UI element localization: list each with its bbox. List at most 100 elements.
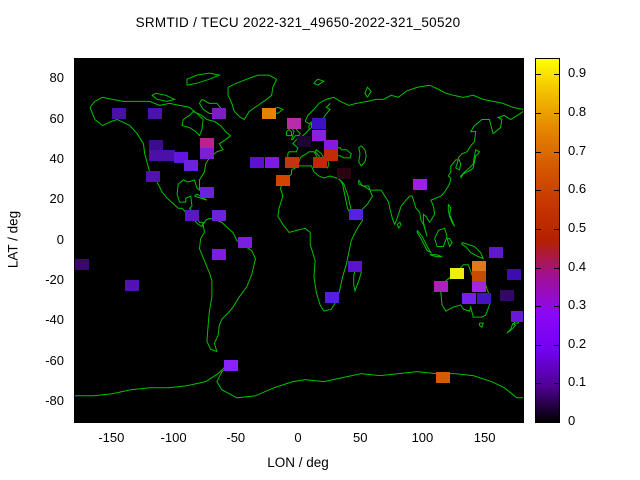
data-cell <box>199 186 214 198</box>
colorbar-tick-mark <box>554 151 559 153</box>
colorbar-tick-label: 0.2 <box>568 335 587 351</box>
data-cell <box>450 268 465 280</box>
colorbar-tick-mark <box>536 113 541 115</box>
colorbar-tick-label: 0.7 <box>568 142 587 158</box>
y-tick-label: -40 <box>45 312 64 328</box>
data-cell <box>224 360 239 372</box>
colorbar-tick-mark <box>554 344 559 346</box>
data-cell <box>472 271 487 283</box>
y-tick-label: 0 <box>56 231 64 247</box>
x-tick-label: 50 <box>352 430 368 445</box>
colorbar-tick-mark <box>536 74 541 76</box>
data-cell <box>324 150 339 162</box>
colorbar-tick-label: 0 <box>568 413 576 428</box>
colorbar-tick-mark <box>554 113 559 115</box>
data-cell <box>507 269 522 281</box>
data-cell <box>184 209 199 221</box>
y-tick-label: 60 <box>49 110 64 126</box>
x-tick-label: 100 <box>411 430 434 445</box>
x-tick-label: -100 <box>160 430 187 445</box>
coastline <box>397 222 401 228</box>
coastline <box>448 204 454 226</box>
colorbar-tick-label: 0.6 <box>568 181 587 197</box>
coastline <box>479 323 483 327</box>
colorbar-tick-mark <box>554 74 559 76</box>
coastline <box>461 150 480 178</box>
colorbar-tick-mark <box>554 228 559 230</box>
data-cell <box>212 249 227 261</box>
data-cell <box>472 261 487 273</box>
data-cell <box>476 293 491 305</box>
data-cell <box>275 174 290 186</box>
colorbar-tick-mark <box>536 190 541 192</box>
data-cell <box>262 107 277 119</box>
y-tick-label: 20 <box>49 191 64 207</box>
data-cell <box>436 372 451 384</box>
colorbar-tick-label: 0.1 <box>568 374 587 390</box>
data-cell <box>212 107 227 119</box>
data-cell <box>75 259 90 271</box>
y-tick-label: 80 <box>49 70 64 86</box>
colorbar-tick-label: 0.4 <box>568 258 587 274</box>
data-cell <box>173 152 188 164</box>
data-cell <box>147 107 162 119</box>
data-cell <box>148 140 163 152</box>
data-cell <box>311 130 326 142</box>
coastline <box>152 93 174 101</box>
coastline <box>278 166 363 311</box>
colorbar-tick-mark <box>554 190 559 192</box>
x-tick-label: 0 <box>294 430 302 445</box>
coastline <box>75 368 523 398</box>
colorbar-tick-label: 0.8 <box>568 104 587 120</box>
data-cell <box>249 157 264 169</box>
data-cell <box>348 208 363 220</box>
x-axis-label: LON / deg <box>267 455 329 470</box>
colorbar-tick-mark <box>536 151 541 153</box>
colorbar-tick-label: 0.9 <box>568 65 587 81</box>
coastline <box>462 243 483 259</box>
x-tick-label: -150 <box>98 430 125 445</box>
plot-area <box>74 58 524 423</box>
data-cell <box>111 107 126 119</box>
data-cell <box>284 157 299 169</box>
data-cell <box>146 171 161 183</box>
data-cell <box>511 310 523 322</box>
data-cell <box>183 160 198 172</box>
coastline <box>187 73 219 85</box>
colorbar-tick-mark <box>536 267 541 269</box>
data-cell <box>264 157 279 169</box>
world-map-svg <box>75 59 523 422</box>
y-tick-label: -80 <box>45 392 64 408</box>
data-cell <box>324 292 339 304</box>
colorbar-tick-mark <box>554 267 559 269</box>
coastline <box>417 230 431 252</box>
colorbar-tick-mark <box>536 228 541 230</box>
data-cell <box>148 150 163 162</box>
colorbar-tick-mark <box>554 383 559 385</box>
colorbar-tick-label: 0.3 <box>568 297 587 313</box>
colorbar <box>535 58 560 423</box>
colorbar-gradient <box>536 59 559 422</box>
data-cell <box>499 290 514 302</box>
data-cell <box>161 150 176 162</box>
coastline <box>287 130 292 136</box>
data-cell <box>348 261 362 273</box>
data-cell <box>237 237 252 249</box>
coastline <box>309 124 311 130</box>
coastline <box>359 146 366 166</box>
chart-title: SRMTID / TECU 2022-321_49650-2022-321_50… <box>135 15 461 30</box>
data-cell <box>324 140 339 152</box>
coastline <box>507 323 516 333</box>
data-cell <box>313 157 328 169</box>
data-cell <box>412 178 427 190</box>
y-tick-label: -60 <box>45 352 64 368</box>
coastline <box>365 87 371 97</box>
coastline <box>447 238 452 246</box>
data-cell <box>287 118 302 130</box>
colorbar-tick-label: 0.5 <box>568 219 587 235</box>
coastline <box>305 85 523 121</box>
coastline <box>199 218 255 351</box>
data-cell <box>296 136 311 148</box>
coastline <box>314 79 324 85</box>
